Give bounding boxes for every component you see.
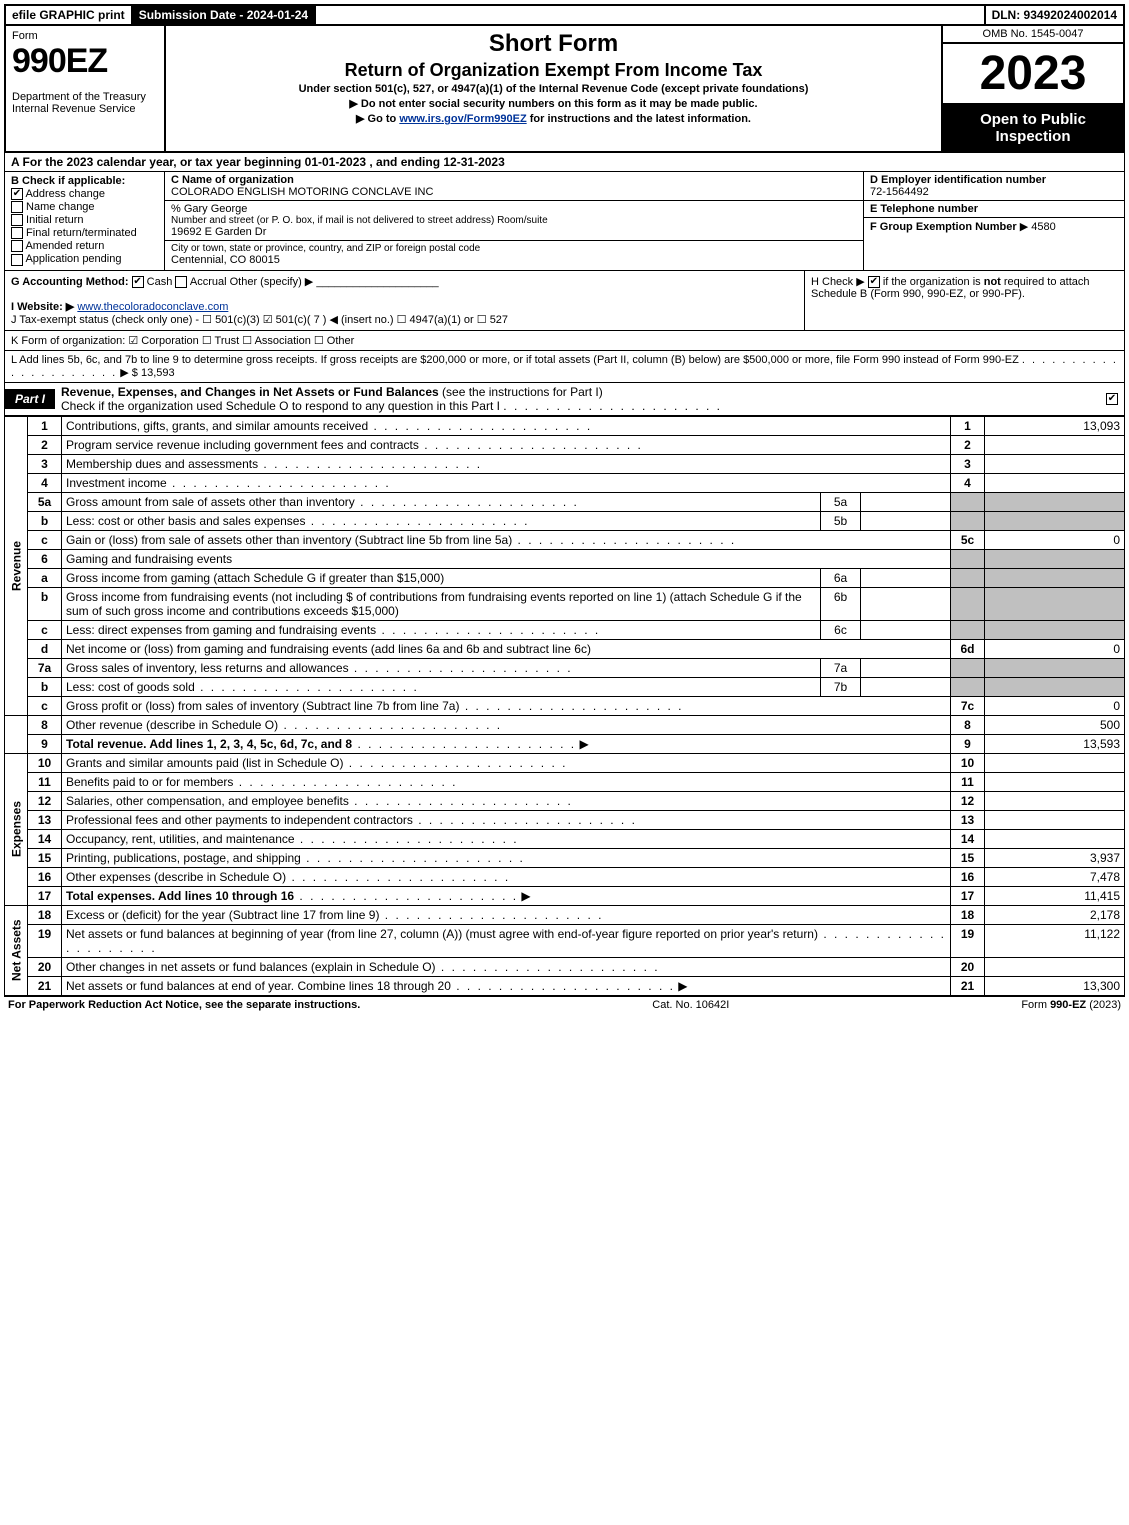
org-name: COLORADO ENGLISH MOTORING CONCLAVE INC <box>171 186 857 198</box>
d-label: D Employer identification number <box>870 174 1118 186</box>
cash-checkbox[interactable]: ✔ <box>132 276 144 288</box>
top-bar: efile GRAPHIC print Submission Date - 20… <box>4 4 1125 26</box>
amt-13 <box>985 810 1125 829</box>
amt-15: 3,937 <box>985 848 1125 867</box>
header-mid: Short Form Return of Organization Exempt… <box>166 26 943 151</box>
e-label: E Telephone number <box>870 203 1118 215</box>
street-label: Number and street (or P. O. box, if mail… <box>171 215 857 226</box>
h-schedule-b: H Check ▶ ✔ if the organization is not r… <box>804 271 1124 330</box>
page-footer: For Paperwork Reduction Act Notice, see … <box>4 996 1125 1013</box>
street: 19692 E Garden Dr <box>171 226 857 238</box>
goto-line: ▶ Go to www.irs.gov/Form990EZ for instru… <box>172 112 935 125</box>
submission-date: Submission Date - 2024-01-24 <box>133 6 316 24</box>
amt-4 <box>985 473 1125 492</box>
col-def: D Employer identification number 72-1564… <box>864 172 1124 270</box>
part1-checkbox[interactable]: ✔ <box>1106 393 1118 405</box>
amt-6b <box>861 587 951 620</box>
efile-label: efile GRAPHIC print <box>6 6 133 24</box>
side-net-assets: Net Assets <box>5 905 28 995</box>
accrual-checkbox[interactable] <box>175 276 187 288</box>
form-header: Form 990EZ Department of the Treasury In… <box>4 26 1125 153</box>
b-checkbox-5[interactable]: Application pending <box>11 253 158 265</box>
l-gross-receipts: L Add lines 5b, 6c, and 7b to line 9 to … <box>4 351 1125 383</box>
amt-5a <box>861 492 951 511</box>
j-tax-exempt: J Tax-exempt status (check only one) - ☐… <box>11 314 508 326</box>
part1-header: Part I Revenue, Expenses, and Changes in… <box>4 383 1125 416</box>
amt-14 <box>985 829 1125 848</box>
amt-21: 13,300 <box>985 976 1125 995</box>
row-a-period: A For the 2023 calendar year, or tax yea… <box>4 153 1125 172</box>
header-left: Form 990EZ Department of the Treasury In… <box>6 26 166 151</box>
amt-7b <box>861 677 951 696</box>
k-form-org: K Form of organization: ☑ Corporation ☐ … <box>4 331 1125 351</box>
amt-18: 2,178 <box>985 905 1125 924</box>
header-right: OMB No. 1545-0047 2023 Open to Public In… <box>943 26 1123 151</box>
title-short-form: Short Form <box>172 30 935 58</box>
b-checkbox-4[interactable]: Amended return <box>11 240 158 252</box>
part1-tag: Part I <box>5 389 55 409</box>
b-checkbox-0[interactable]: ✔ Address change <box>11 188 158 200</box>
city-label: City or town, state or province, country… <box>171 243 857 254</box>
side-expenses: Expenses <box>5 753 28 905</box>
footer-cat: Cat. No. 10642I <box>652 999 729 1011</box>
title-return: Return of Organization Exempt From Incom… <box>172 60 935 81</box>
amt-3 <box>985 454 1125 473</box>
amt-1: 13,093 <box>985 416 1125 435</box>
care-of: % Gary George <box>171 203 857 215</box>
amt-7c: 0 <box>985 696 1125 715</box>
amt-6a <box>861 568 951 587</box>
b-checkbox-3[interactable]: Final return/terminated <box>11 227 158 239</box>
amt-5b <box>861 511 951 530</box>
f-arrow: ▶ <box>1020 221 1028 233</box>
open-inspection: Open to Public Inspection <box>943 105 1123 151</box>
amt-5c: 0 <box>985 530 1125 549</box>
b-label: B Check if applicable: <box>11 175 158 187</box>
form-number: 990EZ <box>12 42 158 81</box>
part1-title: Revenue, Expenses, and Changes in Net As… <box>61 385 439 399</box>
row-gh: G Accounting Method: ✔ Cash Accrual Othe… <box>4 271 1125 331</box>
i-label: I Website: ▶ <box>11 301 74 313</box>
b-checkbox-2[interactable]: Initial return <box>11 214 158 226</box>
amt-17: 11,415 <box>985 886 1125 905</box>
c-name-label: C Name of organization <box>171 174 857 186</box>
form-label: Form <box>12 30 158 42</box>
city: Centennial, CO 80015 <box>171 254 857 266</box>
irs-link[interactable]: www.irs.gov/Form990EZ <box>399 113 526 125</box>
side-revenue: Revenue <box>5 416 28 715</box>
footer-right: Form 990-EZ (2023) <box>1021 999 1121 1011</box>
gross-receipts: 13,593 <box>141 367 175 379</box>
ein: 72-1564492 <box>870 186 1118 198</box>
group-exemption: 4580 <box>1031 221 1055 233</box>
website-link[interactable]: www.thecoloradoconclave.com <box>77 301 228 313</box>
dln: DLN: 93492024002014 <box>984 6 1123 24</box>
amt-6d: 0 <box>985 639 1125 658</box>
col-b: B Check if applicable: ✔ Address change … <box>5 172 165 270</box>
ssn-warning: ▶ Do not enter social security numbers o… <box>172 97 935 110</box>
under-section: Under section 501(c), 527, or 4947(a)(1)… <box>172 83 935 95</box>
omb-number: OMB No. 1545-0047 <box>943 26 1123 44</box>
amt-7a <box>861 658 951 677</box>
g-accounting: G Accounting Method: ✔ Cash Accrual Othe… <box>5 271 804 330</box>
h-checkbox[interactable]: ✔ <box>868 276 880 288</box>
department: Department of the Treasury Internal Reve… <box>12 91 158 115</box>
col-c: C Name of organization COLORADO ENGLISH … <box>165 172 864 270</box>
f-label: F Group Exemption Number <box>870 221 1017 233</box>
amt-6c <box>861 620 951 639</box>
tax-year: 2023 <box>943 44 1123 105</box>
amt-20 <box>985 957 1125 976</box>
lines-table: Revenue 1 Contributions, gifts, grants, … <box>4 416 1125 996</box>
amt-8: 500 <box>985 715 1125 734</box>
amt-9: 13,593 <box>985 734 1125 753</box>
b-checkbox-1[interactable]: Name change <box>11 201 158 213</box>
footer-left: For Paperwork Reduction Act Notice, see … <box>8 999 360 1011</box>
amt-12 <box>985 791 1125 810</box>
amt-11 <box>985 772 1125 791</box>
amt-10 <box>985 753 1125 772</box>
amt-19: 11,122 <box>985 924 1125 957</box>
amt-16: 7,478 <box>985 867 1125 886</box>
amt-2 <box>985 435 1125 454</box>
block-bcdef: B Check if applicable: ✔ Address change … <box>4 172 1125 271</box>
